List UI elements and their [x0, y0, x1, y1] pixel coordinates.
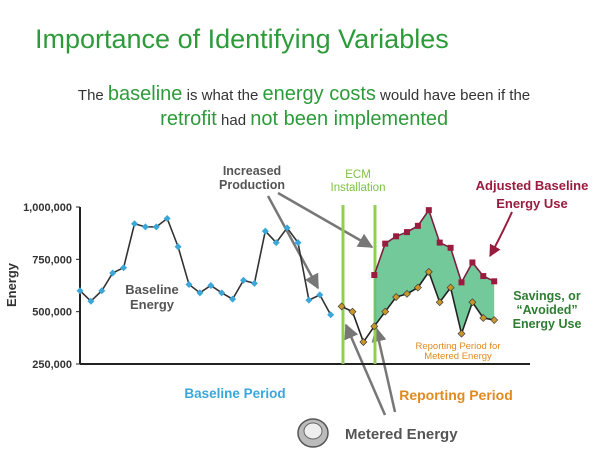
- marker: [250, 279, 258, 287]
- marker: [240, 276, 247, 284]
- marker: [98, 287, 106, 295]
- marker: [480, 273, 487, 280]
- marker: [392, 293, 401, 301]
- y-tick-label: 750,000: [32, 254, 72, 266]
- marker: [479, 314, 488, 322]
- marker: [261, 227, 269, 235]
- marker: [120, 264, 128, 272]
- marker: [87, 297, 95, 305]
- marker: [185, 280, 193, 288]
- marker: [370, 322, 379, 331]
- subtitle-part: had: [217, 112, 250, 129]
- marker: [337, 302, 346, 311]
- meter-icon: [297, 418, 329, 448]
- annotation: Savings, or: [513, 289, 581, 303]
- annotation: Energy Use: [513, 317, 582, 331]
- marker: [207, 282, 215, 289]
- marker: [141, 223, 149, 231]
- marker: [131, 220, 138, 228]
- subtitle-part: would have been if the: [376, 87, 530, 104]
- marker: [403, 289, 411, 298]
- marker: [371, 272, 378, 279]
- marker: [425, 207, 432, 214]
- marker: [436, 239, 443, 246]
- marker: [468, 298, 477, 307]
- marker: [163, 215, 171, 223]
- annotation: Metered Energy: [424, 351, 492, 362]
- marker: [457, 329, 466, 338]
- subtitle-part: The: [78, 87, 108, 104]
- marker: [283, 224, 291, 232]
- marker: [348, 307, 357, 316]
- subtitle-keyword: not been implemented: [250, 108, 448, 130]
- annotation: Baseline Period: [184, 386, 285, 401]
- marker: [76, 287, 84, 295]
- y-tick-label: 1,000,000: [23, 202, 72, 214]
- annotation: Metered Energy: [345, 426, 458, 443]
- subtitle-keyword: energy costs: [262, 83, 375, 105]
- annotation: Reporting Period: [399, 387, 513, 403]
- annotation: Energy Use: [496, 196, 568, 211]
- marker: [424, 267, 433, 276]
- subtitle-keyword: retrofit: [160, 108, 217, 130]
- arrow: [344, 323, 387, 416]
- arrow: [277, 191, 374, 249]
- marker: [109, 269, 117, 277]
- annotation: Increased: [223, 164, 281, 178]
- marker: [174, 243, 182, 251]
- marker: [446, 283, 455, 292]
- savings-area: [374, 210, 495, 334]
- y-axis-label: Energy: [4, 262, 19, 307]
- marker: [469, 259, 476, 266]
- arrow: [371, 326, 397, 413]
- marker: [218, 289, 226, 297]
- marker: [229, 295, 237, 303]
- annotation: Installation: [331, 182, 386, 194]
- marker: [435, 298, 444, 307]
- annotation: Energy: [130, 297, 175, 312]
- marker: [458, 279, 465, 286]
- annotation: Baseline: [125, 282, 178, 297]
- marker: [381, 307, 390, 316]
- slide-title: Importance of Identifying Variables: [35, 24, 449, 54]
- annotation: ECM: [345, 169, 371, 181]
- marker: [382, 240, 389, 247]
- marker: [327, 311, 335, 319]
- marker: [294, 239, 302, 247]
- y-tick-label: 250,000: [32, 359, 72, 371]
- annotation: “Avoided”: [516, 303, 577, 317]
- marker: [272, 239, 280, 247]
- y-tick-label: 500,000: [32, 307, 72, 319]
- marker: [490, 316, 499, 324]
- arrow: [489, 211, 513, 258]
- series-line: [79, 217, 332, 316]
- arrow: [266, 195, 320, 290]
- marker: [359, 338, 368, 346]
- subtitle-line: retrofit had not been implemented: [139, 108, 460, 130]
- annotation: Adjusted Baseline: [476, 178, 589, 193]
- annotation: Production: [219, 178, 285, 192]
- marker: [152, 223, 160, 231]
- marker: [196, 289, 204, 297]
- subtitle-line: The baseline is what the energy costs wo…: [57, 83, 542, 105]
- marker: [404, 229, 410, 236]
- marker: [393, 233, 400, 240]
- marker: [447, 244, 454, 251]
- annotation: Reporting Period for: [415, 341, 500, 352]
- marker: [413, 283, 422, 292]
- subtitle-part: is what the: [182, 87, 262, 104]
- subtitle-keyword: baseline: [108, 83, 183, 105]
- marker: [414, 222, 421, 229]
- marker: [305, 296, 313, 304]
- marker: [316, 291, 324, 299]
- marker: [491, 278, 498, 285]
